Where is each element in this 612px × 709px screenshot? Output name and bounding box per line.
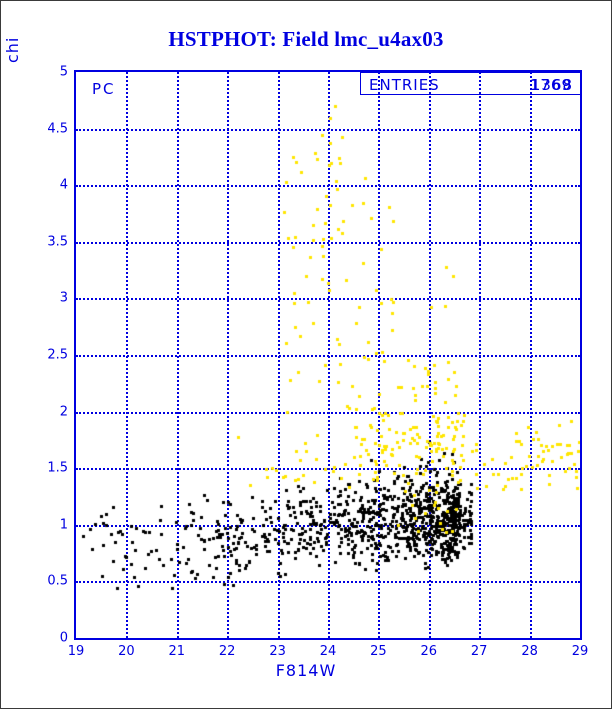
y-axis-title: chi — [3, 36, 22, 63]
entries-legend-label: ENTRIES — [369, 76, 440, 94]
page-title: HSTPHOT: Field lmc_u4ax03 — [168, 27, 444, 51]
entries-legend-count: 1368 1769 — [515, 76, 573, 94]
x-tick-label: 19 — [67, 644, 85, 659]
x-tick-label: 20 — [118, 644, 135, 659]
x-axis-title: F814W — [275, 661, 337, 680]
x-tick-label: 27 — [470, 644, 488, 659]
x-tick-label: 22 — [218, 644, 236, 659]
x-tick-label: 26 — [420, 644, 438, 659]
entries-count-primary: 1368 — [530, 76, 573, 94]
x-tick-label: 29 — [571, 644, 589, 659]
y-tick-label: 0.5 — [47, 573, 68, 589]
scatter-plot-area: PC ENTRIES 1368 1769 — [74, 70, 582, 640]
x-tick-label: 28 — [521, 644, 538, 659]
entries-legend-box: ENTRIES 1368 1769 — [360, 72, 582, 95]
y-tick-label: 1 — [59, 517, 68, 533]
y-tick-label: 4 — [59, 177, 68, 193]
x-tick-label: 23 — [269, 644, 286, 659]
y-tick-label: 4.5 — [47, 121, 68, 137]
y-tick-label: 3.5 — [47, 234, 68, 250]
y-tick-label: 3 — [59, 290, 68, 306]
y-tick-label: 5 — [59, 64, 68, 80]
entries-count-overstrike: 1769 — [529, 76, 572, 94]
y-tick-label: 2 — [59, 404, 68, 420]
x-tick-label: 24 — [319, 644, 337, 659]
scatter-points-canvas — [76, 72, 580, 638]
x-tick-label: 25 — [370, 644, 387, 659]
x-tick-label: 21 — [168, 644, 186, 659]
y-tick-label: 1.5 — [47, 460, 68, 476]
y-tick-label: 2.5 — [47, 347, 68, 363]
y-tick-label: 0 — [59, 630, 68, 646]
chip-annotation-label: PC — [92, 80, 116, 98]
